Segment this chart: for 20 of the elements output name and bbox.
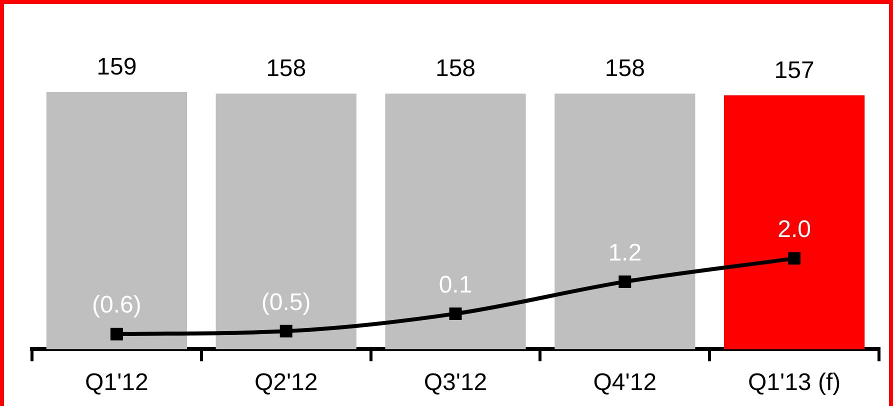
x-tick-label: Q1'12 — [85, 369, 148, 396]
point — [110, 328, 123, 340]
data-label: 159 — [96, 54, 137, 81]
x-tick-label: Q4'12 — [593, 369, 657, 396]
x-tick-label: Q1'13 (f) — [748, 369, 841, 396]
data-label: (0.6) — [92, 292, 142, 319]
point — [449, 307, 462, 320]
data-label: 158 — [266, 55, 306, 82]
x-tick-label: Q2'12 — [254, 369, 318, 396]
point — [280, 324, 292, 338]
data-label: 2.0 — [778, 216, 811, 244]
data-label: 157 — [774, 56, 814, 84]
data-label: 158 — [435, 55, 476, 82]
data-label: 1.2 — [608, 239, 642, 266]
point — [788, 252, 801, 265]
x-tick-label: Q3'12 — [424, 369, 488, 396]
point — [618, 275, 632, 288]
data-label: 0.1 — [438, 271, 472, 298]
data-label: 158 — [604, 55, 645, 82]
data-label: (0.5) — [261, 288, 311, 316]
